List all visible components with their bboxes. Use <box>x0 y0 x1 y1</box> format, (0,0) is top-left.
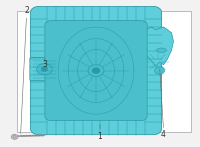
Circle shape <box>88 65 104 76</box>
Polygon shape <box>45 21 147 121</box>
FancyBboxPatch shape <box>30 58 59 81</box>
Text: 3: 3 <box>42 60 47 69</box>
Circle shape <box>11 134 18 139</box>
Circle shape <box>41 67 48 71</box>
Circle shape <box>13 136 16 138</box>
Circle shape <box>155 67 165 74</box>
Circle shape <box>92 68 100 74</box>
Text: 1: 1 <box>98 132 102 141</box>
Polygon shape <box>142 27 173 66</box>
Text: 4: 4 <box>161 130 166 139</box>
Text: 2: 2 <box>24 6 29 15</box>
FancyBboxPatch shape <box>17 11 191 132</box>
Circle shape <box>37 64 52 75</box>
Ellipse shape <box>157 48 167 52</box>
Polygon shape <box>30 6 162 135</box>
